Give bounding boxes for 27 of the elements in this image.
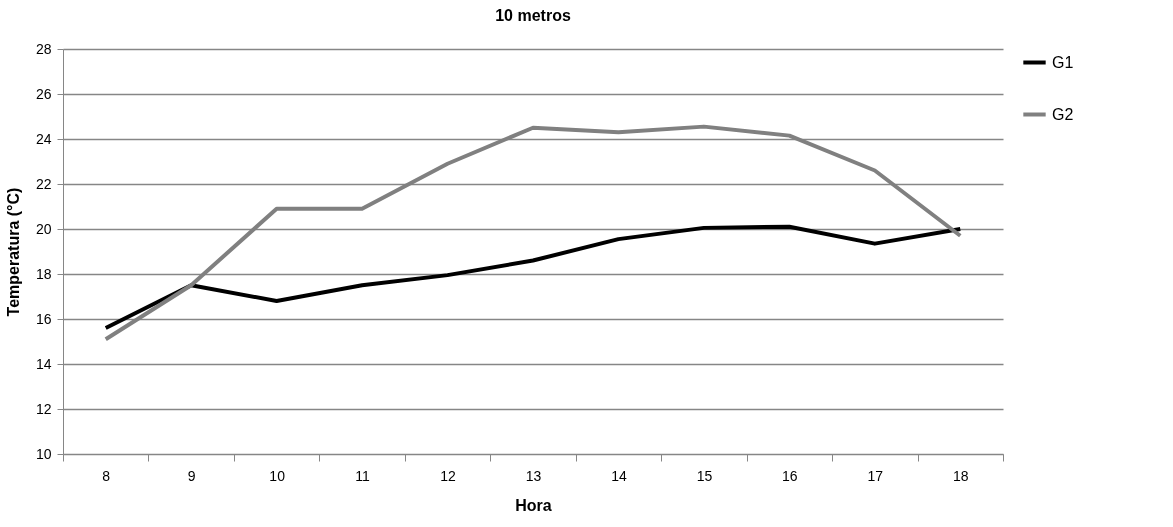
- x-tick-label: 11: [355, 467, 371, 484]
- y-tick-label: 12: [35, 400, 52, 417]
- y-tick-label: 24: [35, 130, 52, 147]
- x-tick-label: 16: [782, 467, 798, 484]
- y-tick-label: 10: [35, 445, 52, 462]
- x-tick-label: 10: [269, 467, 286, 484]
- x-tick-label: 8: [102, 467, 111, 484]
- legend-label: G2: [1052, 105, 1074, 123]
- x-tick-label: 15: [696, 467, 713, 484]
- x-tick-label: 9: [187, 467, 196, 484]
- y-tick-label: 28: [35, 40, 52, 57]
- y-tick-label: 20: [35, 220, 52, 237]
- y-axis-title: Temperatura (°C): [4, 187, 22, 317]
- x-axis-title: Hora: [515, 496, 552, 514]
- y-tick-label: 16: [35, 310, 52, 327]
- y-tick-label: 14: [35, 355, 52, 372]
- y-tick-label: 18: [35, 265, 52, 282]
- y-tick-label: 22: [35, 175, 52, 192]
- y-tick-label: 26: [35, 85, 52, 102]
- legend-label: G1: [1052, 53, 1074, 71]
- x-tick-label: 14: [611, 467, 627, 484]
- x-tick-label: 12: [440, 467, 457, 484]
- x-tick-label: 13: [525, 467, 542, 484]
- chart-title: 10 metros: [495, 7, 571, 24]
- x-tick-label: 18: [952, 467, 969, 484]
- line-series: [103, 224, 963, 330]
- x-tick-label: 17: [867, 467, 884, 484]
